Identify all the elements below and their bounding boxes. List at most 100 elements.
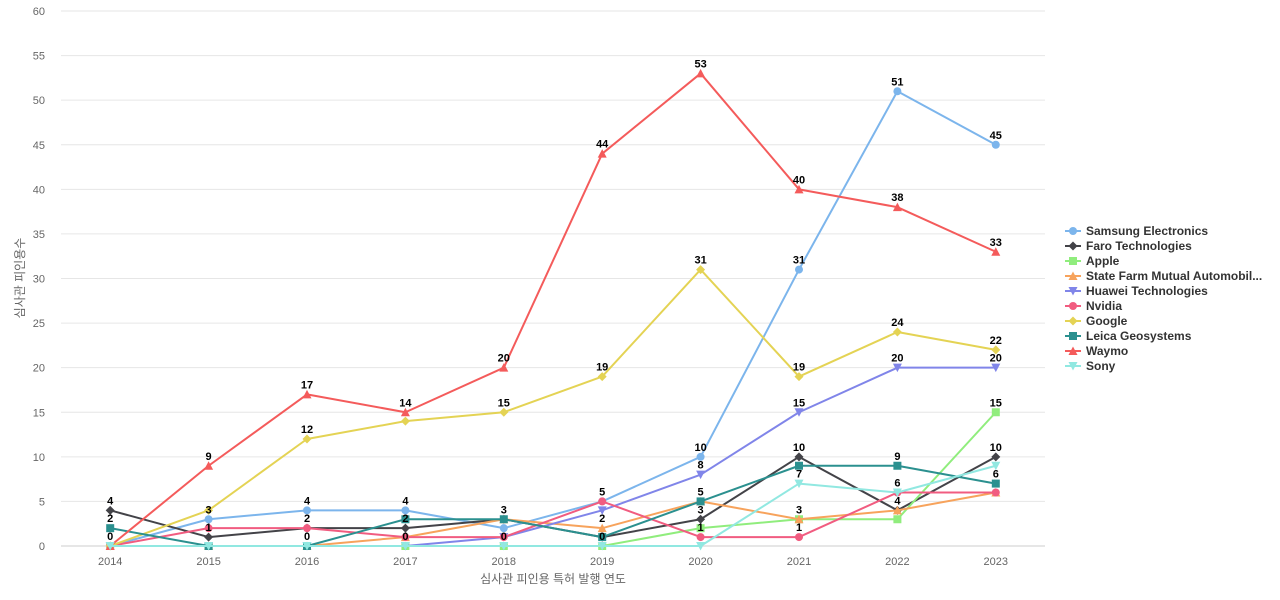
data-label: 10: [694, 442, 706, 454]
data-label: 4: [402, 495, 409, 507]
data-point: [303, 506, 311, 515]
data-label: 12: [301, 424, 313, 436]
data-point: [204, 532, 214, 542]
data-point: [892, 363, 902, 373]
data-point: [106, 524, 115, 533]
legend-marker-icon: [1069, 257, 1077, 265]
data-label: 24: [891, 317, 904, 329]
x-tick-label: 2018: [492, 556, 516, 568]
data-point: [991, 140, 1000, 149]
y-axis-title: 심사관 피인용수: [13, 238, 27, 319]
data-point: [400, 416, 410, 426]
data-label: 10: [990, 442, 1002, 454]
data-point: [597, 149, 607, 158]
data-point: [794, 184, 804, 194]
legend-item[interactable]: Waymo: [1065, 344, 1128, 358]
legend-label: State Farm Mutual Automobil...: [1086, 269, 1262, 283]
data-point: [893, 461, 902, 470]
data-point: [892, 327, 902, 337]
legend-item[interactable]: Nvidia: [1065, 299, 1122, 313]
legend-label: Leica Geosystems: [1086, 329, 1192, 343]
data-point: [302, 434, 312, 444]
x-tick-label: 2015: [196, 556, 220, 568]
data-point: [794, 452, 804, 462]
data-point: [401, 515, 410, 524]
y-tick-label: 35: [33, 229, 45, 241]
legend-item[interactable]: State Farm Mutual Automobil...: [1065, 269, 1262, 283]
legend-item[interactable]: Huawei Technologies: [1065, 284, 1208, 298]
data-label: 15: [990, 397, 1002, 409]
legend-label: Sony: [1086, 359, 1116, 373]
data-point: [991, 452, 1001, 462]
legend-marker-icon: [1068, 362, 1078, 371]
data-point: [400, 523, 410, 533]
data-point: [991, 488, 1000, 497]
legend-item[interactable]: Samsung Electronics: [1065, 224, 1208, 238]
data-label: 3: [501, 504, 507, 516]
data-point: [794, 479, 804, 489]
x-tick-label: 2020: [688, 556, 712, 568]
series-line: [110, 411, 997, 547]
data-label: 2: [304, 513, 310, 525]
data-point: [991, 479, 1000, 488]
data-point: [597, 372, 607, 382]
data-point: [302, 389, 312, 399]
data-point: [892, 488, 902, 497]
data-point: [794, 514, 804, 524]
data-label: 1: [206, 522, 212, 534]
data-point: [499, 524, 508, 533]
legend-label: Google: [1086, 314, 1128, 328]
legend-label: Waymo: [1086, 344, 1128, 358]
series-line: [109, 268, 996, 547]
legend-item[interactable]: Faro Technologies: [1065, 239, 1192, 253]
data-point: [598, 497, 607, 506]
x-tick-label: 2021: [787, 556, 811, 568]
data-point: [795, 461, 803, 470]
data-point: [400, 542, 410, 551]
data-label: 45: [990, 130, 1002, 142]
data-point: [991, 363, 1001, 373]
data-label: 2: [402, 513, 408, 525]
data-label: 44: [596, 139, 609, 151]
series-line: [109, 90, 997, 547]
data-label: 0: [304, 531, 310, 543]
series-line: [110, 491, 996, 547]
legend-label: Apple: [1086, 254, 1120, 268]
data-point: [204, 461, 214, 470]
data-point: [499, 407, 509, 417]
x-tick-label: 2016: [295, 556, 319, 568]
data-point: [597, 506, 607, 515]
data-point: [696, 514, 706, 524]
data-point: [696, 470, 706, 480]
data-label: 20: [891, 353, 903, 365]
y-tick-label: 0: [39, 541, 45, 553]
legend-item[interactable]: Sony: [1065, 359, 1116, 373]
data-label: 53: [694, 58, 706, 70]
data-label: 2: [599, 513, 605, 525]
data-label: 0: [402, 531, 408, 543]
y-tick-label: 15: [33, 407, 45, 419]
y-tick-label: 45: [33, 140, 45, 152]
data-point: [204, 505, 214, 515]
data-point: [893, 87, 902, 96]
data-label: 9: [206, 451, 212, 463]
data-point: [696, 452, 705, 461]
legend-item[interactable]: Leica Geosystems: [1065, 329, 1192, 343]
data-point: [204, 515, 213, 524]
series-0: [106, 87, 1000, 550]
data-label: 1: [796, 522, 802, 534]
data-label: 20: [498, 353, 510, 365]
data-label: 10: [793, 442, 805, 454]
data-point: [794, 408, 804, 417]
data-label: 19: [596, 362, 608, 374]
data-label: 0: [599, 531, 605, 543]
legend-item[interactable]: Apple: [1065, 254, 1120, 268]
data-label: 4: [894, 495, 901, 507]
legend-marker-icon: [1069, 302, 1077, 310]
legend-item[interactable]: Google: [1065, 314, 1128, 328]
data-label: 6: [993, 469, 999, 481]
series-9: [105, 461, 1001, 551]
data-point: [105, 542, 115, 551]
